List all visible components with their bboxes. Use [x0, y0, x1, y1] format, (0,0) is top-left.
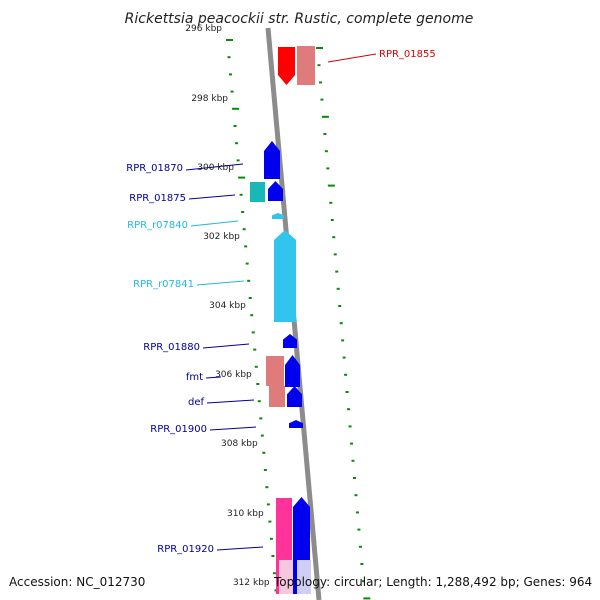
- gene-features: [250, 46, 315, 594]
- kbp-position-label: 306 kbp: [215, 370, 252, 380]
- gene-feature-fmt[interactable]: [285, 355, 300, 387]
- kbp-position-label: 302 kbp: [203, 232, 240, 242]
- gene-feature-rpr-01880[interactable]: [283, 334, 297, 348]
- gene-labels: RPR_01855 RPR_01870 RPR_01875 RPR_r07840 RPR…: [126, 49, 436, 555]
- label-connector: [216, 546, 264, 551]
- genome-summary-text: Topology: circular; Length: 1,288,492 bp…: [273, 575, 592, 589]
- gene-label-rpr-01920[interactable]: RPR_01920: [157, 544, 214, 555]
- gene-feature-rpr-01855-pseudo[interactable]: [297, 46, 315, 85]
- label-connector: [209, 426, 257, 431]
- gene-label-rpr-01875[interactable]: RPR_01875: [129, 193, 186, 204]
- gene-feature-rpr-r07841[interactable]: [274, 230, 296, 322]
- accession-text: Accession: NC_012730: [9, 575, 145, 589]
- label-connector: [202, 343, 250, 349]
- label-connector: [205, 376, 222, 379]
- gene-feature-rpr-01920-pale[interactable]: [297, 560, 311, 594]
- gene-label-rpr-01880[interactable]: RPR_01880: [143, 342, 200, 353]
- label-connectors: [185, 53, 377, 551]
- position-labels: 296 kbp 298 kbp 300 kbp 302 kbp 304 kbp 306 k…: [185, 24, 270, 588]
- gene-label-rpr-01900[interactable]: RPR_01900: [150, 424, 207, 435]
- gene-feature-rpr-01900[interactable]: [289, 420, 303, 428]
- gene-label-rpr-01855[interactable]: RPR_01855: [379, 49, 436, 60]
- gene-label-rpr-01870[interactable]: RPR_01870: [126, 163, 183, 174]
- gene-feature-def[interactable]: [287, 386, 302, 407]
- gene-label-rpr-r07841[interactable]: RPR_r07841: [133, 279, 194, 290]
- inner-tick-marks: [226, 39, 282, 592]
- gene-feature-rpr-01875[interactable]: [268, 181, 283, 201]
- kbp-position-label: 312 kbp: [233, 578, 270, 588]
- gene-feature-rpr-01875-teal[interactable]: [250, 182, 265, 202]
- gene-feature-rpr-01920-pink-pale[interactable]: [279, 560, 293, 594]
- label-connector: [206, 399, 255, 404]
- map-title: Rickettsia peacockii str. Rustic, comple…: [125, 11, 474, 27]
- label-connector: [185, 163, 244, 171]
- kbp-position-label: 304 kbp: [209, 301, 246, 311]
- kbp-position-label: 296 kbp: [185, 24, 222, 34]
- outer-tick-marks: [316, 47, 371, 600]
- gene-feature-rpr-r07840[interactable]: [272, 213, 284, 219]
- label-connector: [188, 194, 236, 200]
- kbp-position-label: 298 kbp: [191, 94, 228, 104]
- kbp-position-label: 300 kbp: [197, 163, 234, 173]
- label-connector: [327, 53, 377, 63]
- kbp-position-label: 310 kbp: [227, 509, 264, 519]
- gene-label-def[interactable]: def: [188, 397, 205, 408]
- label-connector: [190, 220, 239, 227]
- gene-feature-rpr-01855[interactable]: [278, 47, 295, 85]
- gene-feature-rpr-01870[interactable]: [264, 141, 280, 179]
- gene-label-rpr-r07840[interactable]: RPR_r07840: [127, 220, 188, 231]
- gene-feature-def-pseudo[interactable]: [269, 386, 285, 407]
- kbp-position-label: 308 kbp: [221, 439, 258, 449]
- gene-label-fmt[interactable]: fmt: [186, 372, 203, 383]
- gene-feature-fmt-pseudo[interactable]: [266, 356, 284, 386]
- label-connector: [196, 280, 245, 286]
